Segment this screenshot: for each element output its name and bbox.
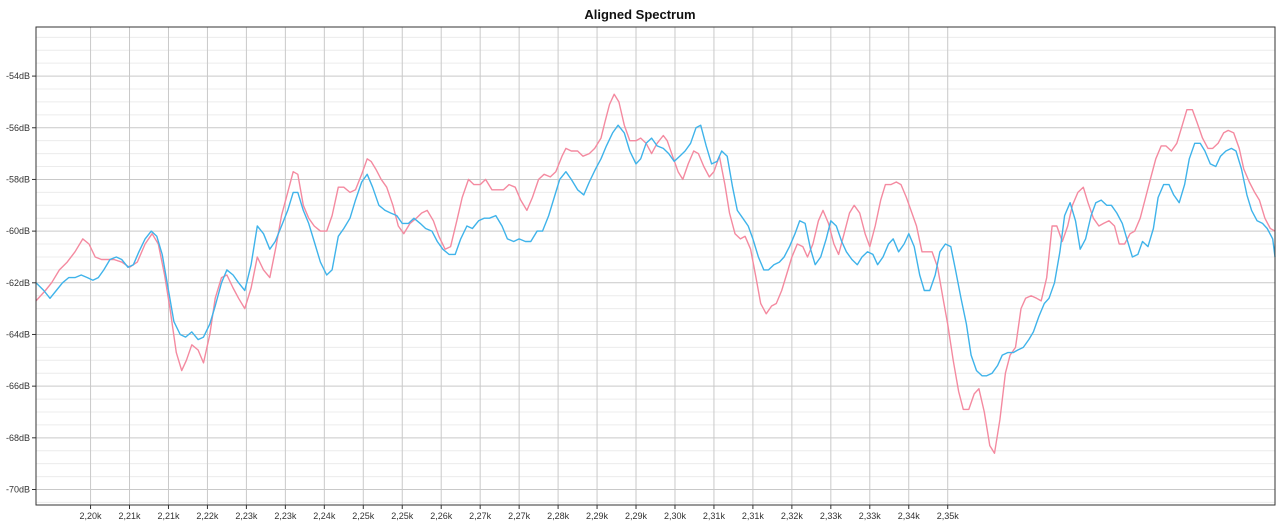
x-tick-label: 2,33k — [859, 511, 882, 521]
y-tick-label: -68dB — [6, 433, 30, 443]
y-tick-label: -58dB — [6, 174, 30, 184]
x-tick-label: 2,34k — [898, 511, 921, 521]
x-tick-label: 2,33k — [820, 511, 843, 521]
x-tick-label: 2,20k — [80, 511, 103, 521]
x-tick-label: 2,23k — [274, 511, 297, 521]
x-tick-label: 2,21k — [118, 511, 141, 521]
x-tick-label: 2,31k — [703, 511, 726, 521]
series-layer — [35, 93, 1276, 454]
y-tick-label: -64dB — [6, 329, 30, 339]
x-tick-label: 2,21k — [157, 511, 180, 521]
chart-title: Aligned Spectrum — [584, 7, 696, 22]
y-tick-label: -60dB — [6, 226, 30, 236]
x-tick-label: 2,22k — [196, 511, 219, 521]
axes — [32, 26, 1276, 509]
series-line-blue — [35, 124, 1276, 377]
x-tick-label: 2,26k — [430, 511, 453, 521]
y-tick-label: -54dB — [6, 71, 30, 81]
x-tick-label: 2,35k — [937, 511, 960, 521]
grid — [36, 27, 1275, 505]
x-tick-label: 2,30k — [664, 511, 687, 521]
x-tick-label: 2,31k — [742, 511, 765, 521]
x-tick-label: 2,25k — [352, 511, 375, 521]
x-tick-label: 2,32k — [781, 511, 804, 521]
plot-frame — [35, 26, 1276, 506]
x-tick-label: 2,29k — [625, 511, 648, 521]
x-tick-label: 2,25k — [391, 511, 414, 521]
tick-labels: -54dB -56dB -58dB -60dB -62dB -64dB -66dB -68dB… — [6, 71, 959, 521]
x-tick-label: 2,23k — [235, 511, 258, 521]
y-tick-label: -66dB — [6, 381, 30, 391]
x-tick-label: 2,27k — [508, 511, 531, 521]
x-tick-label: 2,27k — [469, 511, 492, 521]
y-tick-label: -70dB — [6, 484, 30, 494]
x-tick-label: 2,29k — [586, 511, 609, 521]
y-tick-label: -62dB — [6, 278, 30, 288]
y-tick-label: -56dB — [6, 123, 30, 133]
x-tick-label: 2,24k — [313, 511, 336, 521]
x-tick-label: 2,28k — [547, 511, 570, 521]
